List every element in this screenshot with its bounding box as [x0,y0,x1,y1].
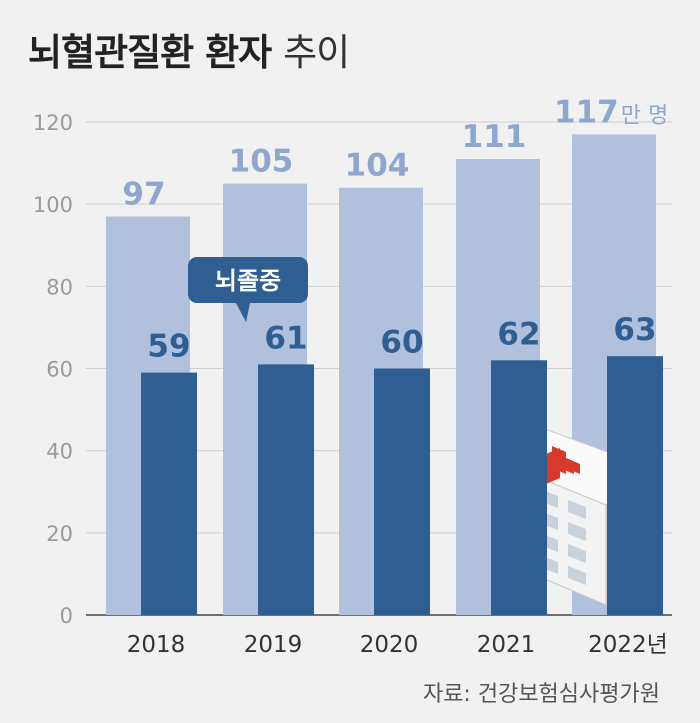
bar-stroke [607,356,663,615]
x-tick-label: 2019 [244,632,303,658]
callout-label: 뇌졸중 [215,267,281,295]
y-tick-label: 20 [46,522,73,546]
bar-total-value-label: 111 [462,119,527,155]
callout-pointer [236,303,250,322]
y-tick-label: 120 [33,111,73,135]
bar-stroke [141,372,197,615]
y-tick-label: 60 [46,358,73,382]
bar-total-value-label: 117만 명 [554,94,668,130]
y-tick-label: 0 [60,604,73,628]
y-tick-label: 40 [46,440,73,464]
bar-total-value-label: 97 [122,176,165,212]
bar-stroke-value-label: 63 [613,312,656,348]
y-tick-label: 100 [33,193,73,217]
chart-title-light: 추이 [283,31,350,74]
y-tick-label: 80 [46,275,73,299]
bar-stroke [374,368,430,615]
source-note: 자료: 건강보험심사평가원 [422,682,660,707]
callout-bubble [188,257,308,303]
bar-total-value-label: 104 [345,148,410,184]
bar-stroke [258,364,314,615]
chart-title-bold: 뇌혈관질환 환자 [28,31,272,74]
bar-stroke-value-label: 59 [147,329,190,365]
x-tick-label: 2018 [127,632,186,658]
bar-stroke [491,360,547,615]
bar-total-value-label: 105 [229,144,294,180]
bar-stroke-value-label: 62 [497,316,540,352]
bar-stroke-value-label: 60 [380,325,423,361]
x-tick-label: 2020 [360,632,419,658]
chart-title: 뇌혈관질환 환자 추이 [28,22,350,76]
bar-stroke-value-label: 61 [264,320,307,356]
x-tick-label: 2021 [477,632,536,658]
x-tick-label: 2022년 [588,632,668,658]
